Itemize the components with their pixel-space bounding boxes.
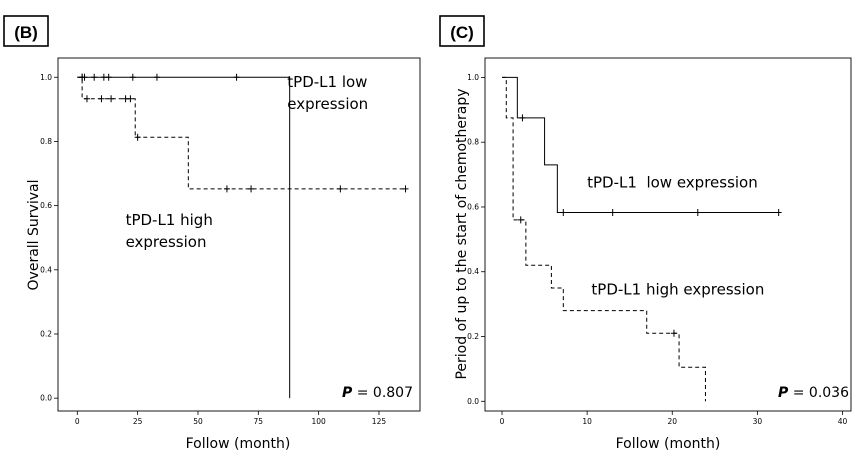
- panel-c-annotation: tPD-L1 low expression: [587, 174, 758, 192]
- panel-b-label: (B): [14, 23, 38, 42]
- panel-b-x-tick-label: 0: [75, 417, 80, 426]
- panel-b-censor-mark: [223, 185, 230, 193]
- panel-c-censor-mark: [775, 208, 782, 216]
- panel-c-series-dashed-line: [502, 76, 706, 402]
- panel-c-censor-mark: [609, 208, 616, 216]
- panel-b-x-tick-label: 100: [311, 417, 326, 426]
- panel-c-x-tick-label: 10: [582, 417, 592, 426]
- panel-c-p-number: = 0.036: [788, 385, 849, 401]
- panel-b-series-solid-line: [77, 76, 291, 399]
- panel-c-x-ticks: 0 10 20 30 40: [500, 411, 848, 426]
- panel-b-series-dashed-line: [77, 76, 406, 190]
- panel-c-y-tick-label: 0.0: [467, 397, 479, 406]
- panel-b-annotation: tPD-L1 high expression: [126, 211, 213, 251]
- panel-c-annotations: tPD-L1 low expression tPD-L1 high express…: [587, 174, 764, 299]
- panel-b-plot-frame: [57, 57, 421, 412]
- panel-c-annotation: tPD-L1 high expression: [591, 280, 764, 298]
- panel-b-censor-mark: [129, 73, 136, 81]
- panel-c-censor-mark: [694, 208, 701, 216]
- panel-b-x-tick-label: 25: [133, 417, 143, 426]
- panel-c-censor-mark: [519, 114, 526, 122]
- panel-c-plot-frame: [484, 57, 852, 412]
- panel-b-y-tick-label: 0.6: [40, 201, 52, 210]
- panel-b-y-tick-label: 0.2: [40, 329, 52, 338]
- panel-b-y-ticks: 0.0 0.2 0.4 0.6 0.8 1.0: [40, 73, 58, 403]
- panel-c-y-tick-label: 0.4: [467, 267, 479, 276]
- panel-b-y-tick-label: 1.0: [40, 73, 52, 82]
- panel-b-censor-mark: [127, 95, 134, 103]
- panel-b-x-tick-label: 75: [254, 417, 264, 426]
- panel-b-censor-mark: [134, 133, 141, 141]
- panel-b-y-axis-title: Overall Survival: [26, 180, 42, 291]
- panel-b-p-value: P = 0.807: [342, 385, 413, 401]
- panel-b-censor-mark: [105, 73, 112, 81]
- panel-b-censor-mark: [79, 73, 86, 81]
- panel-c-series-solid-line: [502, 76, 779, 213]
- panel-b-x-axis-title: Follow (month): [186, 436, 291, 452]
- panel-c-y-tick-label: 0.8: [467, 138, 479, 147]
- panel-b: (B) 0.0 0.2 0.4 0.6 0.8 1.0 0 25 50 75 100 125 tPD…: [3, 15, 421, 452]
- panel-c-label-box: [439, 15, 485, 47]
- panel-b-censor-mark: [153, 73, 160, 81]
- panel-c-censor-mark: [560, 208, 567, 216]
- panel-b-censor-mark: [337, 185, 344, 193]
- panel-b-y-tick-label: 0.0: [40, 394, 52, 403]
- panel-b-censor-mark: [91, 73, 98, 81]
- panel-c-label: (C): [450, 23, 474, 42]
- panel-c-x-tick-label: 40: [838, 417, 848, 426]
- panel-c-y-tick-label: 0.2: [467, 332, 479, 341]
- panel-b-series: [77, 73, 409, 399]
- panel-c-y-axis-title: Period of up to the start of chemotherap…: [454, 88, 470, 379]
- panel-c-series: [502, 76, 782, 402]
- panel-c-y-ticks: 0.0 0.2 0.4 0.6 0.8 1.0: [467, 73, 485, 406]
- panel-c-y-tick-label: 0.6: [467, 202, 479, 211]
- panel-b-censor-mark: [98, 95, 105, 103]
- panel-b-p-number: = 0.807: [352, 385, 413, 401]
- panel-b-x-ticks: 0 25 50 75 100 125: [75, 411, 386, 426]
- panel-b-y-tick-label: 0.8: [40, 137, 52, 146]
- panel-b-p-label: P: [342, 385, 353, 401]
- panel-b-x-tick-label: 50: [193, 417, 203, 426]
- panel-b-censor-mark: [83, 95, 90, 103]
- panel-b-annotation: tPD-L1 low expression: [287, 73, 368, 113]
- panel-c-x-tick-label: 20: [667, 417, 677, 426]
- panel-c-p-value: P = 0.036: [778, 385, 849, 401]
- panel-c-p-label: P: [778, 385, 789, 401]
- panel-c-x-tick-label: 0: [500, 417, 505, 426]
- panel-c: (C) 0.0 0.2 0.4 0.6 0.8 1.0 0 10 20 30 40 tPD-L1 …: [439, 15, 852, 452]
- panel-b-censor-mark: [402, 185, 409, 193]
- panel-b-censor-mark: [108, 95, 115, 103]
- panel-c-censor-mark: [517, 216, 524, 224]
- panel-c-y-tick-label: 1.0: [467, 73, 479, 82]
- panel-b-annotations: tPD-L1 low expression tPD-L1 high expressio…: [126, 73, 369, 251]
- panel-c-censor-mark: [670, 329, 677, 337]
- panel-c-x-tick-label: 30: [753, 417, 763, 426]
- panel-b-x-tick-label: 125: [372, 417, 387, 426]
- panel-b-y-tick-label: 0.4: [40, 265, 52, 274]
- panel-b-censor-mark: [233, 73, 240, 81]
- panel-c-x-axis-title: Follow (month): [616, 436, 721, 452]
- panel-b-label-box: [3, 15, 49, 47]
- panel-b-censor-mark: [248, 185, 255, 193]
